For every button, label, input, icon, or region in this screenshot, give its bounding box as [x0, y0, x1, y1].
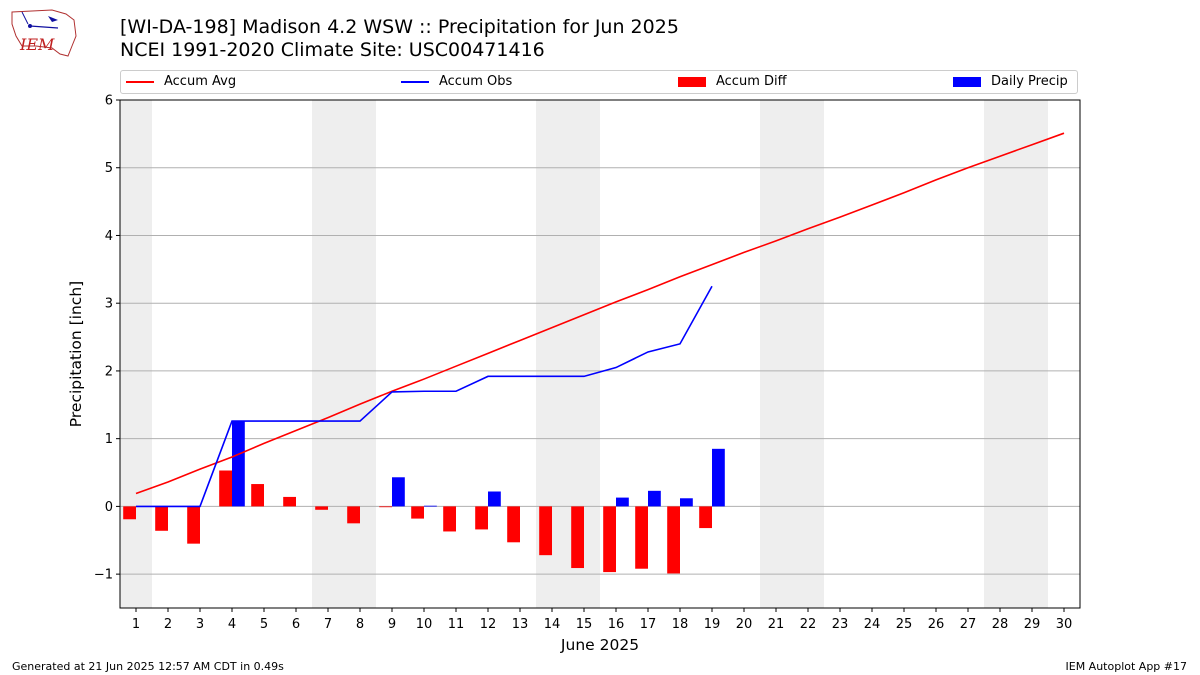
legend-label-accum-diff: Accum Diff: [716, 74, 787, 89]
legend-swatch-accum-avg: [126, 80, 154, 83]
y-tick-label-2: 1: [105, 432, 113, 447]
bar-accum-diff-day-18: [667, 506, 680, 574]
app-credit: IEM Autoplot App #17: [1065, 660, 1188, 673]
y-tick-label-4: 3: [105, 297, 113, 312]
legend-item-accum-diff: Accum Diff: [678, 74, 787, 89]
x-tick-label-26: 26: [928, 617, 945, 632]
y-tick-label-6: 5: [105, 161, 113, 176]
y-tick-label-5: 4: [105, 229, 113, 244]
bar-accum-diff-day-8: [347, 506, 360, 524]
x-tick-label-15: 15: [576, 617, 593, 632]
x-tick-label-17: 17: [640, 617, 657, 632]
bar-daily-precip-day-16: [616, 497, 629, 507]
y-tick-label-0: −1: [94, 568, 113, 583]
y-tick-label-7: 6: [105, 94, 113, 109]
legend-item-daily-precip: Daily Precip: [953, 74, 1068, 89]
x-tick-label-2: 2: [164, 617, 172, 632]
weekend-band-4: [760, 100, 824, 608]
bar-accum-diff-day-9: [379, 506, 392, 508]
legend-swatch-daily-precip: [953, 76, 981, 87]
legend-item-accum-obs: Accum Obs: [401, 74, 512, 89]
chart-subtitle: NCEI 1991-2020 Climate Site: USC00471416: [120, 39, 545, 61]
x-tick-label-6: 6: [292, 617, 300, 632]
bar-accum-diff-day-11: [443, 506, 456, 532]
legend: Accum Avg Accum Obs Accum Diff Daily Pre…: [120, 70, 1078, 94]
bar-accum-diff-day-3: [187, 506, 200, 544]
x-tick-label-13: 13: [512, 617, 529, 632]
x-tick-label-3: 3: [196, 617, 204, 632]
bar-daily-precip-day-4: [232, 421, 245, 507]
x-tick-label-7: 7: [324, 617, 332, 632]
x-tick-label-27: 27: [960, 617, 977, 632]
x-tick-label-18: 18: [672, 617, 689, 632]
x-tick-label-22: 22: [800, 617, 817, 632]
x-tick-label-29: 29: [1024, 617, 1041, 632]
weekend-band-2: [312, 100, 376, 608]
bar-accum-diff-day-17: [635, 506, 648, 569]
legend-label-accum-obs: Accum Obs: [439, 74, 513, 89]
bar-accum-diff-day-15: [571, 506, 584, 569]
x-tick-label-14: 14: [544, 617, 561, 632]
generated-timestamp: Generated at 21 Jun 2025 12:57 AM CDT in…: [12, 660, 284, 673]
bar-daily-precip-day-9: [392, 477, 405, 507]
x-tick-label-10: 10: [416, 617, 433, 632]
bar-daily-precip-day-17: [648, 490, 661, 507]
legend-item-accum-avg: Accum Avg: [126, 74, 236, 89]
iem-logo: IEM: [11, 9, 77, 57]
y-tick-label-3: 2: [105, 364, 113, 379]
x-tick-label-4: 4: [228, 617, 236, 632]
bar-accum-diff-day-7: [315, 506, 328, 510]
plot-frame: [119, 99, 1081, 609]
bar-accum-diff-day-10: [411, 506, 424, 519]
bar-accum-diff-day-16: [603, 506, 616, 573]
logo-text: IEM: [19, 35, 55, 54]
bar-accum-diff-day-13: [507, 506, 520, 543]
bar-daily-precip-day-19: [712, 448, 725, 507]
x-tick-label-9: 9: [388, 617, 396, 632]
x-tick-label-28: 28: [992, 617, 1009, 632]
x-tick-label-11: 11: [448, 617, 465, 632]
line-accum-obs: [136, 285, 713, 508]
x-tick-label-23: 23: [832, 617, 849, 632]
x-tick-label-19: 19: [704, 617, 721, 632]
x-tick-label-24: 24: [864, 617, 881, 632]
chart-title: [WI-DA-198] Madison 4.2 WSW :: Precipita…: [120, 16, 679, 38]
x-tick-label-12: 12: [480, 617, 497, 632]
legend-swatch-accum-obs: [401, 80, 429, 83]
bar-accum-diff-day-12: [475, 506, 488, 530]
line-accum-avg: [135, 132, 1065, 495]
legend-label-accum-avg: Accum Avg: [164, 74, 237, 89]
bar-accum-diff-day-6: [283, 496, 296, 507]
x-tick-label-1: 1: [132, 617, 140, 632]
x-tick-label-5: 5: [260, 617, 268, 632]
weekend-band-1: [120, 100, 152, 608]
bar-accum-diff-day-14: [539, 506, 552, 556]
y-axis-label: Precipitation [inch]: [67, 281, 85, 427]
bar-accum-diff-day-1: [123, 506, 136, 520]
legend-swatch-accum-diff: [678, 76, 706, 87]
bar-accum-diff-day-19: [699, 506, 712, 529]
bar-daily-precip-day-12: [488, 491, 501, 507]
bar-accum-diff-day-2: [155, 506, 168, 531]
x-tick-label-21: 21: [768, 617, 785, 632]
x-tick-label-20: 20: [736, 617, 753, 632]
x-axis-label: June 2025: [560, 636, 639, 654]
legend-label-daily-precip: Daily Precip: [991, 74, 1068, 89]
x-tick-label-16: 16: [608, 617, 625, 632]
bar-daily-precip-day-18: [680, 498, 693, 507]
weekend-band-5: [984, 100, 1048, 608]
x-tick-label-25: 25: [896, 617, 913, 632]
bar-daily-precip-day-10: [424, 505, 437, 507]
bar-accum-diff-day-5: [251, 484, 264, 507]
x-tick-label-30: 30: [1056, 617, 1073, 632]
y-tick-label-1: 0: [105, 500, 113, 515]
bar-accum-diff-day-4: [219, 470, 232, 507]
x-tick-label-8: 8: [356, 617, 364, 632]
